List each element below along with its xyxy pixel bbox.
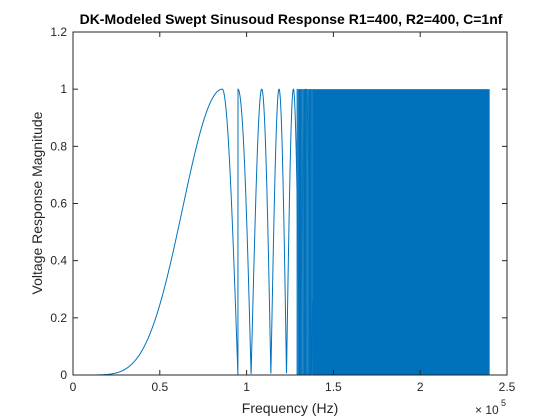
x-axis: 0 0.5 1 1.5 2 2.5 [70,32,516,394]
y-tick-label: 0.6 [50,197,67,211]
y-axis-label: Voltage Response Magnitude [29,111,45,294]
series-area [73,88,490,375]
x-axis-label: Frequency (Hz) [242,400,338,416]
y-axis: 0 0.2 0.4 0.6 0.8 1 1.2 [50,25,507,382]
x-tick-label: 1 [243,380,250,394]
x-tick-label: 2 [417,380,424,394]
y-tick-label: 0.4 [50,254,67,268]
y-tick-label: 1 [60,82,67,96]
x-tick-label: 0.5 [151,380,168,394]
y-tick-label: 0 [60,368,67,382]
x-exponent-base: × 10 [475,403,499,417]
series-dense-band [312,89,490,375]
x-tick-label: 2.5 [499,380,516,394]
y-tick-label: 0.8 [50,139,67,153]
y-tick-label: 0.2 [50,311,67,325]
series-line [73,88,314,375]
x-exponent-power: 5 [501,398,506,408]
chart-title: DK-Modeled Swept Sinusoud Response R1=40… [80,11,503,27]
y-tick-label: 1.2 [50,25,67,39]
x-tick-label: 0 [70,380,77,394]
x-tick-label: 1.5 [325,380,342,394]
